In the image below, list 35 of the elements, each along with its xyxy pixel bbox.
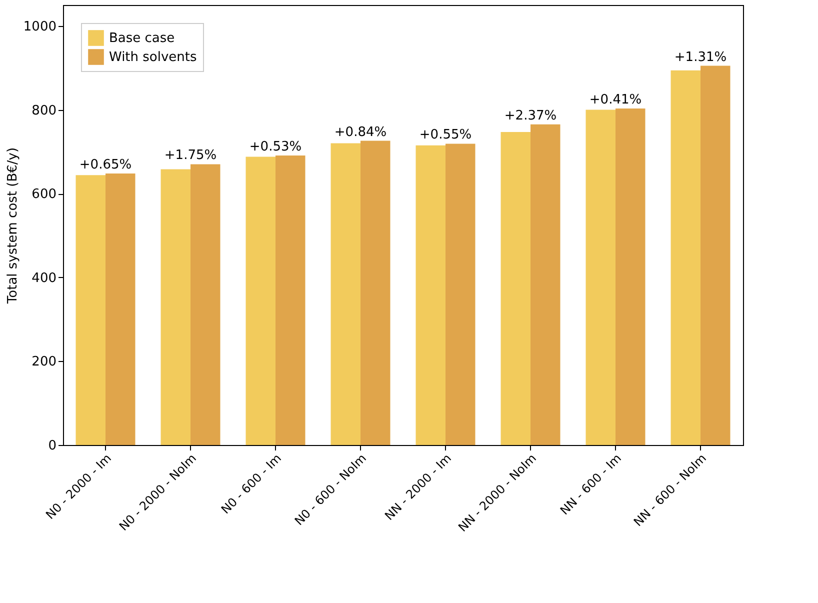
bar — [360, 140, 390, 445]
annotation: +0.53% — [249, 139, 302, 154]
bar — [446, 144, 476, 445]
x-tick-label: NN - 600 - Im — [558, 451, 624, 518]
bar — [670, 70, 700, 445]
bar — [700, 66, 730, 445]
y-tick-label: 1000 — [23, 19, 56, 34]
bar — [106, 173, 136, 445]
annotation: +0.84% — [334, 124, 387, 140]
bar — [530, 124, 560, 445]
bar — [416, 145, 446, 445]
bar — [76, 175, 106, 445]
y-tick-label: 0 — [48, 438, 56, 454]
y-tick-label: 400 — [32, 270, 56, 286]
y-tick-label: 800 — [32, 103, 56, 118]
bar — [500, 132, 530, 445]
bar — [190, 164, 220, 445]
y-axis-title: Total system cost (B€/y) — [5, 147, 20, 305]
bar — [616, 108, 646, 445]
y-tick-label: 200 — [32, 354, 56, 370]
y-tick-label: 600 — [32, 187, 56, 202]
bar — [246, 156, 276, 445]
bar — [160, 169, 190, 445]
bar — [330, 143, 360, 445]
bar — [586, 110, 616, 445]
bar — [276, 155, 306, 445]
annotation: +0.65% — [79, 157, 132, 172]
x-tick-label: N0 - 600 - Im — [218, 451, 284, 517]
legend-label: With solvents — [109, 50, 198, 65]
annotation: +0.55% — [419, 128, 472, 143]
annotation: +1.31% — [674, 50, 727, 65]
annotation: +0.41% — [589, 92, 642, 108]
annotation: +1.75% — [164, 148, 217, 164]
legend-label: Base case — [109, 31, 175, 46]
annotation: +2.37% — [504, 108, 557, 124]
